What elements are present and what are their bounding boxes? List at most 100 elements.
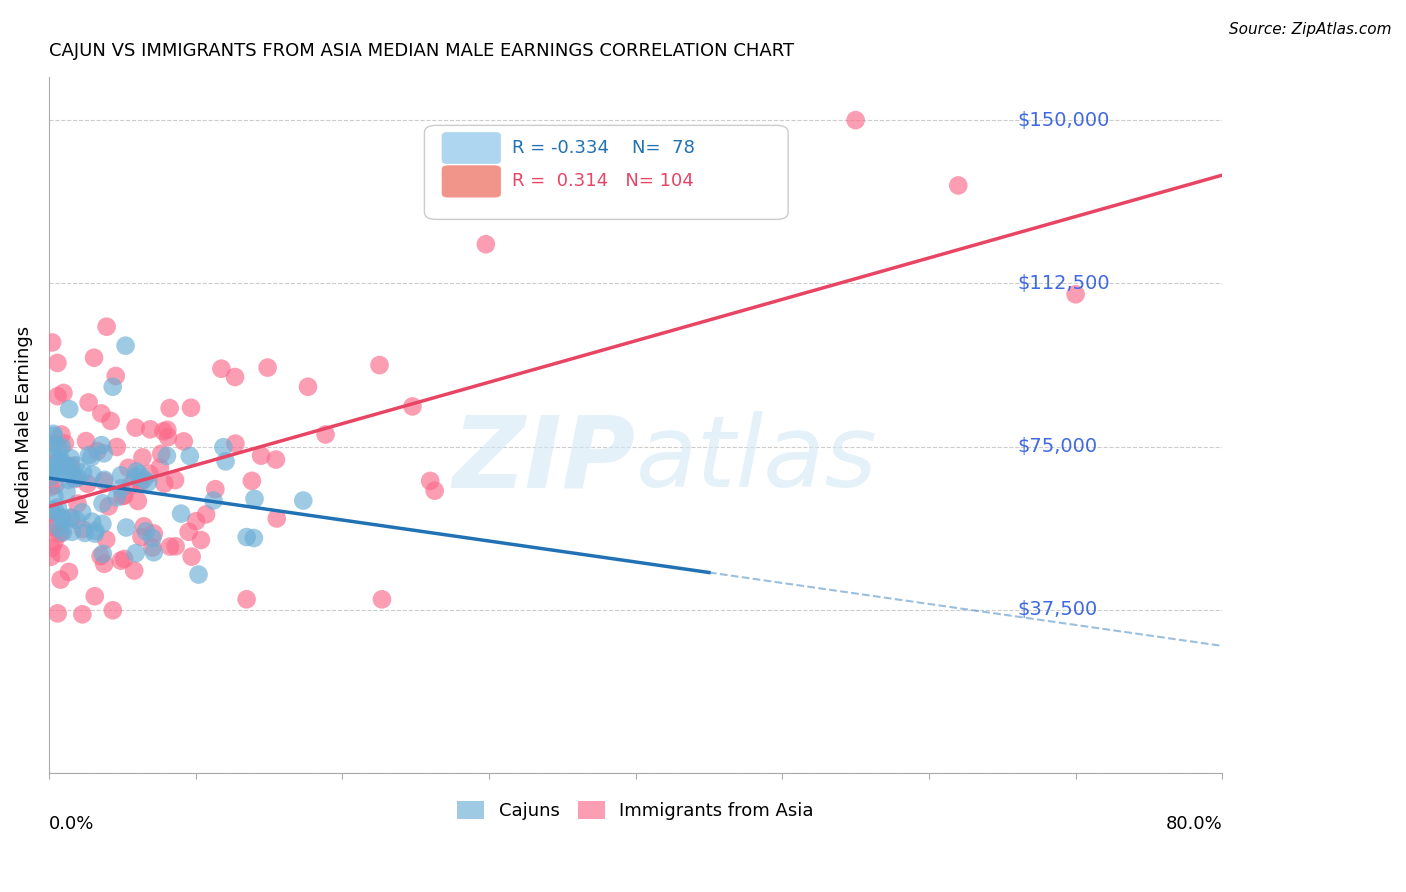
Cajuns [91, 496, 114, 510]
Cajuns [235, 530, 257, 544]
Immigrants from Asia [44, 436, 66, 450]
Immigrants from Asia [112, 552, 135, 566]
Immigrants from Asia [46, 607, 69, 621]
Immigrants from Asia [184, 514, 207, 528]
Immigrants from Asia [371, 592, 394, 607]
Immigrants from Asia [83, 351, 105, 365]
Immigrants from Asia [156, 430, 179, 444]
Cajuns [80, 515, 103, 529]
Immigrants from Asia [48, 453, 70, 467]
Immigrants from Asia [845, 113, 868, 128]
Immigrants from Asia [39, 549, 62, 564]
Immigrants from Asia [156, 423, 179, 437]
Cajuns [39, 450, 62, 465]
Immigrants from Asia [124, 420, 146, 434]
Immigrants from Asia [159, 401, 181, 416]
Cajuns [93, 473, 115, 487]
Immigrants from Asia [46, 389, 69, 403]
Immigrants from Asia [141, 541, 163, 555]
Immigrants from Asia [77, 395, 100, 409]
Immigrants from Asia [131, 530, 153, 544]
Immigrants from Asia [368, 358, 391, 372]
Cajuns [115, 520, 138, 534]
Immigrants from Asia [127, 494, 149, 508]
Cajuns [82, 467, 104, 482]
Immigrants from Asia [1064, 287, 1087, 301]
Cajuns [39, 470, 62, 484]
Immigrants from Asia [41, 505, 63, 519]
Cajuns [65, 513, 87, 527]
Cajuns [58, 466, 80, 480]
Immigrants from Asia [60, 511, 83, 525]
Immigrants from Asia [419, 474, 441, 488]
Immigrants from Asia [165, 473, 187, 487]
Cajuns [51, 440, 73, 454]
Text: $37,500: $37,500 [1017, 600, 1097, 619]
Cajuns [212, 440, 235, 454]
Immigrants from Asia [66, 497, 89, 511]
Cajuns [125, 546, 148, 560]
Immigrants from Asia [59, 461, 82, 475]
Immigrants from Asia [117, 460, 139, 475]
Immigrants from Asia [90, 549, 112, 563]
FancyBboxPatch shape [441, 132, 501, 163]
Immigrants from Asia [39, 480, 62, 494]
Immigrants from Asia [142, 526, 165, 541]
Immigrants from Asia [475, 237, 498, 252]
Cajuns [90, 438, 112, 452]
Immigrants from Asia [224, 436, 246, 450]
Text: 80.0%: 80.0% [1166, 815, 1222, 833]
Cajuns [202, 493, 225, 508]
Cajuns [63, 471, 86, 485]
Immigrants from Asia [110, 554, 132, 568]
Immigrants from Asia [180, 401, 202, 415]
Immigrants from Asia [266, 511, 288, 525]
Cajuns [48, 521, 70, 535]
Cajuns [80, 450, 103, 464]
Immigrants from Asia [204, 482, 226, 496]
Immigrants from Asia [100, 414, 122, 428]
Cajuns [58, 473, 80, 487]
Cajuns [46, 500, 69, 515]
Cajuns [83, 526, 105, 541]
Immigrants from Asia [96, 319, 118, 334]
Cajuns [179, 449, 201, 463]
Immigrants from Asia [48, 526, 70, 541]
Cajuns [70, 505, 93, 519]
Cajuns [60, 524, 83, 539]
Immigrants from Asia [138, 467, 160, 481]
Cajuns [42, 426, 65, 441]
Immigrants from Asia [101, 603, 124, 617]
Cajuns [52, 525, 75, 540]
Text: CAJUN VS IMMIGRANTS FROM ASIA MEDIAN MALE EARNINGS CORRELATION CHART: CAJUN VS IMMIGRANTS FROM ASIA MEDIAN MAL… [49, 42, 794, 60]
Text: R =  0.314   N= 104: R = 0.314 N= 104 [512, 172, 695, 190]
Immigrants from Asia [60, 458, 83, 473]
Cajuns [91, 547, 114, 561]
Immigrants from Asia [97, 500, 120, 514]
Immigrants from Asia [150, 447, 173, 461]
Immigrants from Asia [122, 564, 145, 578]
Cajuns [48, 441, 70, 455]
Cajuns [49, 457, 72, 471]
Immigrants from Asia [180, 549, 202, 564]
Immigrants from Asia [129, 474, 152, 488]
FancyBboxPatch shape [425, 126, 789, 219]
Immigrants from Asia [93, 557, 115, 571]
Text: 0.0%: 0.0% [49, 815, 94, 833]
Immigrants from Asia [90, 406, 112, 420]
Immigrants from Asia [72, 522, 94, 536]
Immigrants from Asia [235, 592, 257, 607]
Immigrants from Asia [75, 434, 97, 449]
Cajuns [292, 493, 315, 508]
Legend: Cajuns, Immigrants from Asia: Cajuns, Immigrants from Asia [457, 800, 814, 820]
Immigrants from Asia [240, 474, 263, 488]
Immigrants from Asia [63, 472, 86, 486]
Cajuns [243, 491, 266, 506]
Cajuns [243, 531, 266, 545]
Immigrants from Asia [49, 524, 72, 539]
Cajuns [66, 471, 89, 485]
Immigrants from Asia [105, 440, 128, 454]
Immigrants from Asia [86, 444, 108, 458]
Immigrants from Asia [264, 452, 287, 467]
Immigrants from Asia [190, 533, 212, 547]
